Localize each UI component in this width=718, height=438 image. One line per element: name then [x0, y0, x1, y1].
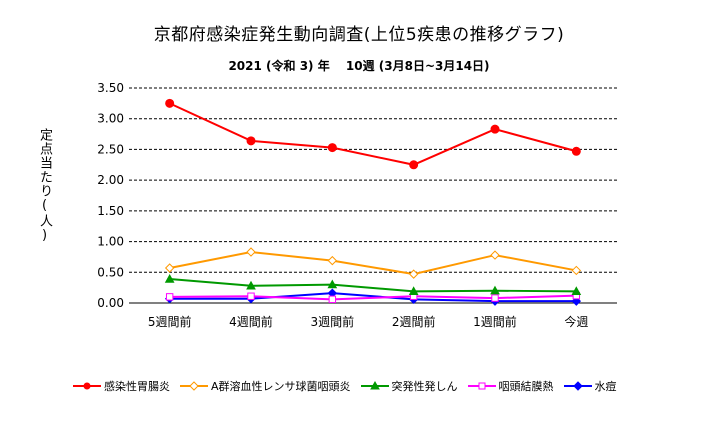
- x-tick-label: 今週: [564, 314, 588, 329]
- x-tick-label: 1週間前: [473, 314, 517, 329]
- legend-swatch: [360, 381, 389, 390]
- data-point: [491, 294, 499, 302]
- series-line: [169, 251, 577, 276]
- legend-label: 突発性発しん: [391, 380, 458, 393]
- y-tick-label: 0.00: [97, 296, 124, 310]
- data-point: [490, 250, 500, 260]
- y-tick-label: 2.00: [97, 173, 124, 187]
- data-point: [571, 265, 582, 276]
- series-line: [169, 278, 577, 293]
- legend-swatch: [73, 382, 101, 390]
- data-point: [408, 269, 419, 279]
- data-point: [327, 279, 338, 289]
- data-point: [571, 146, 581, 156]
- data-point: [490, 285, 500, 295]
- y-tick-label: 3.50: [97, 81, 124, 95]
- data-point: [165, 98, 175, 108]
- x-tick-label: 4週間前: [229, 314, 273, 329]
- data-point: [327, 143, 337, 153]
- data-point: [164, 274, 175, 283]
- series-line: [169, 294, 577, 301]
- legend-item: A群溶血性レンサ球菌咽頭炎: [179, 378, 351, 394]
- data-point: [490, 124, 500, 134]
- data-point: [327, 255, 338, 266]
- y-tick-label: 0.50: [97, 265, 124, 279]
- series-line: [169, 292, 577, 303]
- data-point: [246, 136, 256, 146]
- data-point: [247, 292, 255, 300]
- legend-swatch: [563, 381, 592, 391]
- data-point: [165, 293, 174, 301]
- legend-item: 突発性発しん: [360, 378, 458, 394]
- data-point: [164, 263, 175, 273]
- data-point: [409, 160, 419, 170]
- legend-item: 水痘: [563, 378, 617, 394]
- y-axis-label: 定点当たり(人): [37, 128, 52, 244]
- series-line: [169, 102, 577, 166]
- legend-item: 感染性胃腸炎: [72, 378, 170, 394]
- y-tick-label: 1.00: [97, 235, 124, 249]
- legend-label: 感染性胃腸炎: [104, 380, 170, 393]
- data-point: [408, 286, 419, 296]
- x-tick-label: 5週間前: [148, 314, 192, 329]
- legend-item: 咽頭結膜熱: [467, 378, 554, 394]
- y-tick-label: 1.50: [97, 204, 124, 218]
- chart-subtitle: 2021 (令和 3) 年 10週 (3月8日~3月14日): [228, 59, 490, 73]
- data-point: [246, 280, 256, 290]
- y-tick-label: 3.00: [97, 112, 124, 126]
- chart-legend: 感染性胃腸炎 A群溶血性レンサ球菌咽頭炎 突発性発しん 咽頭結膜熱 水痘: [72, 378, 626, 394]
- legend-swatch: [180, 381, 208, 391]
- legend-label: 水痘: [594, 380, 617, 393]
- legend-label: A群溶血性レンサ球菌咽頭炎: [211, 380, 351, 393]
- data-point: [571, 286, 582, 296]
- x-tick-label: 2週間前: [392, 314, 436, 329]
- legend-label: 咽頭結膜熱: [498, 380, 554, 393]
- data-point: [328, 295, 337, 304]
- legend-swatch: [467, 382, 496, 390]
- y-tick-label: 2.50: [97, 142, 124, 156]
- data-point: [246, 247, 256, 257]
- x-tick-label: 3週間前: [311, 314, 355, 329]
- chart-title: 京都府感染症発生動向調査(上位5疾患の推移グラフ): [153, 25, 565, 45]
